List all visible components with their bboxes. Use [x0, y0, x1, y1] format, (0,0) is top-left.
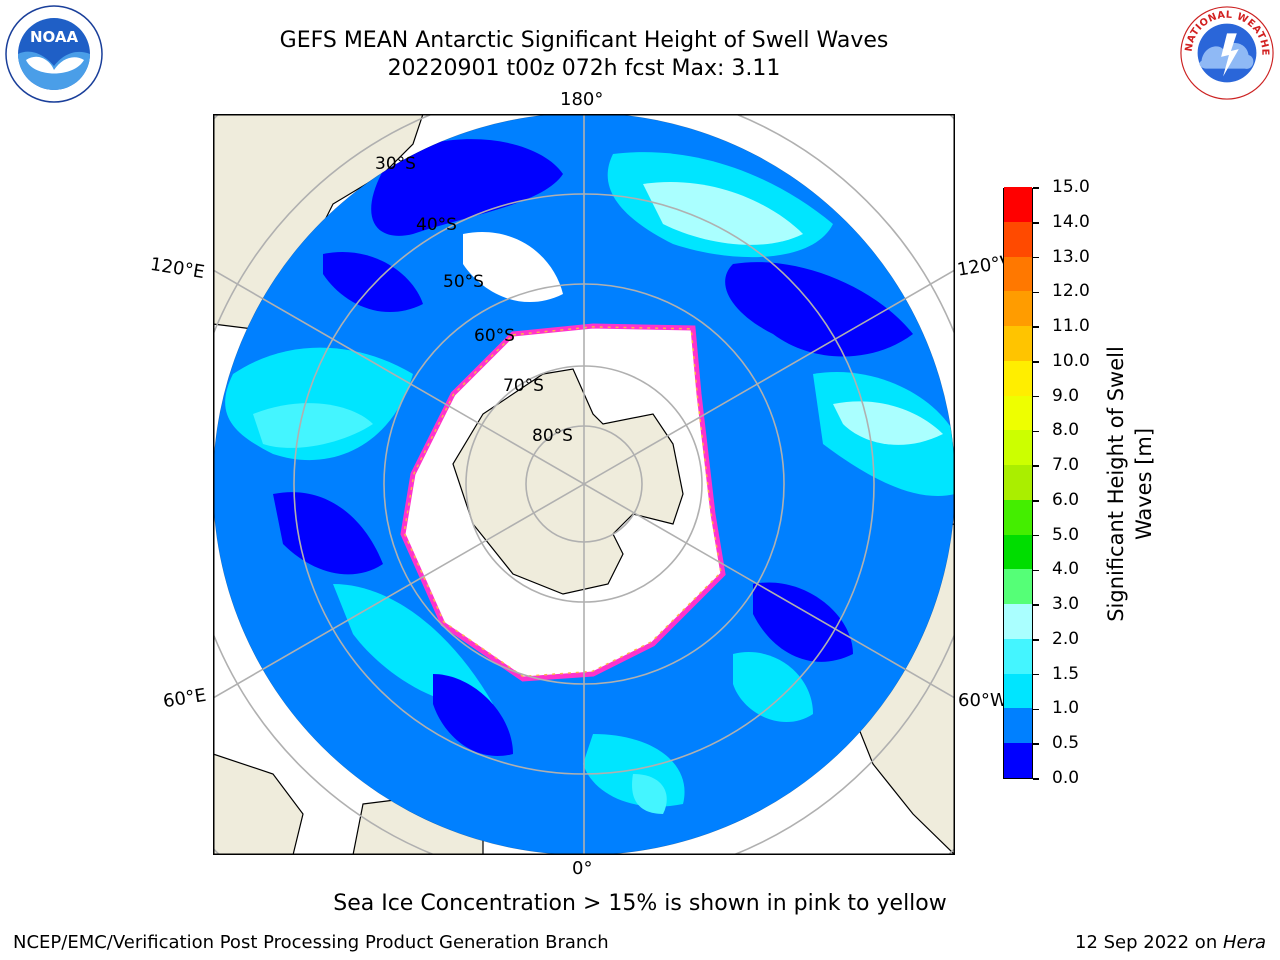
colorbar-tick-label: 5.0 [1052, 524, 1080, 545]
lon-label-60w: 60°W [958, 690, 1008, 711]
colorbar-segment [1004, 464, 1032, 500]
colorbar-tick-label: 3.0 [1052, 594, 1080, 615]
colorbar-segment [1004, 742, 1032, 778]
colorbar-tick [1033, 430, 1039, 433]
colorbar-tick [1033, 743, 1039, 745]
colorbar-tick [1033, 326, 1039, 328]
colorbar-segment [1004, 673, 1032, 709]
colorbar-segment [1004, 360, 1032, 396]
colorbar-tick-label: 0.5 [1052, 733, 1080, 754]
colorbar-segment [1004, 603, 1032, 639]
colorbar-tick [1033, 569, 1039, 572]
chart-title: GEFS MEAN Antarctic Significant Height o… [279, 28, 889, 53]
colorbar-tick [1033, 256, 1039, 259]
colorbar-label-line2: Waves [m] [1132, 427, 1156, 541]
colorbar-tick [1033, 708, 1039, 711]
colorbar-tick-label: 6.0 [1052, 489, 1080, 510]
colorbar-tick [1033, 639, 1039, 641]
footer-date: 12 Sep 2022 on Hera [1075, 932, 1266, 953]
longitude-gridlines [213, 114, 955, 855]
land-madagascar [213, 753, 304, 855]
lon-label-180: 180° [560, 89, 604, 110]
colorbar-tick-label: 9.0 [1052, 385, 1080, 406]
colorbar-segment [1004, 499, 1032, 535]
lat-label-70s: 70°S [503, 376, 544, 396]
colorbar-tick-label: 2.0 [1052, 628, 1080, 649]
lat-label-50s: 50°S [443, 272, 484, 292]
colorbar-tick-label: 12.0 [1052, 281, 1090, 302]
colorbar-tick [1033, 673, 1039, 676]
colorbar-segment [1004, 708, 1032, 744]
lon-label-60e: 60°E [161, 684, 208, 713]
polar-map: 30°S 40°S 50°S 60°S 70°S 80°S [213, 114, 955, 855]
footer-credit: NCEP/EMC/Verification Post Processing Pr… [13, 932, 609, 953]
colorbar-tick [1033, 500, 1039, 502]
noaa-logo-icon: NOAA [5, 5, 103, 103]
lon-label-0: 0° [572, 858, 593, 879]
colorbar-tick [1033, 465, 1039, 467]
colorbar-segment [1004, 534, 1032, 570]
colorbar-label-line1: Significant Height of Swell [1104, 346, 1128, 622]
colorbar-tick [1033, 395, 1039, 398]
sea-ice-edge-inner [403, 326, 722, 678]
colorbar-segment [1004, 290, 1032, 327]
colorbar-tick [1033, 291, 1039, 294]
lon-label-120e: 120°E [148, 253, 207, 284]
colorbar-label: Significant Height of Swell Waves [m] [1102, 346, 1158, 622]
colorbar-tick-label: 1.5 [1052, 663, 1080, 684]
colorbar-tick-label: 7.0 [1052, 455, 1080, 476]
colorbar-tick [1033, 187, 1039, 189]
lat-label-80s: 80°S [532, 426, 573, 446]
colorbar-tick [1033, 534, 1039, 537]
chart-subtitle: 20220901 t00z 072h fcst Max: 3.11 [387, 56, 781, 81]
colorbar-segment [1004, 186, 1032, 222]
map-frame [213, 114, 955, 855]
colorbar-tick-label: 11.0 [1052, 316, 1090, 337]
colorbar-segment [1004, 221, 1032, 257]
colorbar-tick-label: 10.0 [1052, 350, 1090, 371]
colorbar-segment [1004, 256, 1032, 292]
colorbar-tick [1033, 778, 1039, 780]
colorbar-tick-label: 13.0 [1052, 246, 1090, 267]
colorbar-tick-label: 4.0 [1052, 559, 1080, 580]
noaa-logo-text: NOAA [30, 28, 79, 46]
colorbar-tick-label: 0.0 [1052, 768, 1080, 788]
colorbar-tick-label: 8.0 [1052, 420, 1080, 441]
colorbar-segment [1004, 325, 1032, 361]
colorbar-tick-label: 15.0 [1052, 177, 1090, 197]
footer-host: Hera [1222, 932, 1266, 953]
colorbar-segment [1004, 429, 1032, 466]
footer-date-text: 12 Sep 2022 on [1075, 932, 1223, 953]
colorbar-segment [1004, 395, 1032, 431]
colorbar-tick [1033, 604, 1039, 606]
lat-label-60s: 60°S [474, 326, 515, 346]
colorbar-tick-label: 14.0 [1052, 211, 1090, 232]
colorbar [1003, 186, 1033, 779]
colorbar-tick [1033, 361, 1039, 363]
colorbar-segment [1004, 638, 1032, 674]
lat-label-40s: 40°S [416, 215, 457, 235]
colorbar-tick [1033, 222, 1039, 224]
lat-label-30s: 30°S [375, 154, 416, 174]
colorbar-tick-label: 1.0 [1052, 698, 1080, 719]
sea-ice-note: Sea Ice Concentration > 15% is shown in … [333, 891, 947, 916]
colorbar-segment [1004, 568, 1032, 605]
national-weather-service-logo-icon: NATIONAL WEATHER SERVICE [1178, 4, 1274, 100]
